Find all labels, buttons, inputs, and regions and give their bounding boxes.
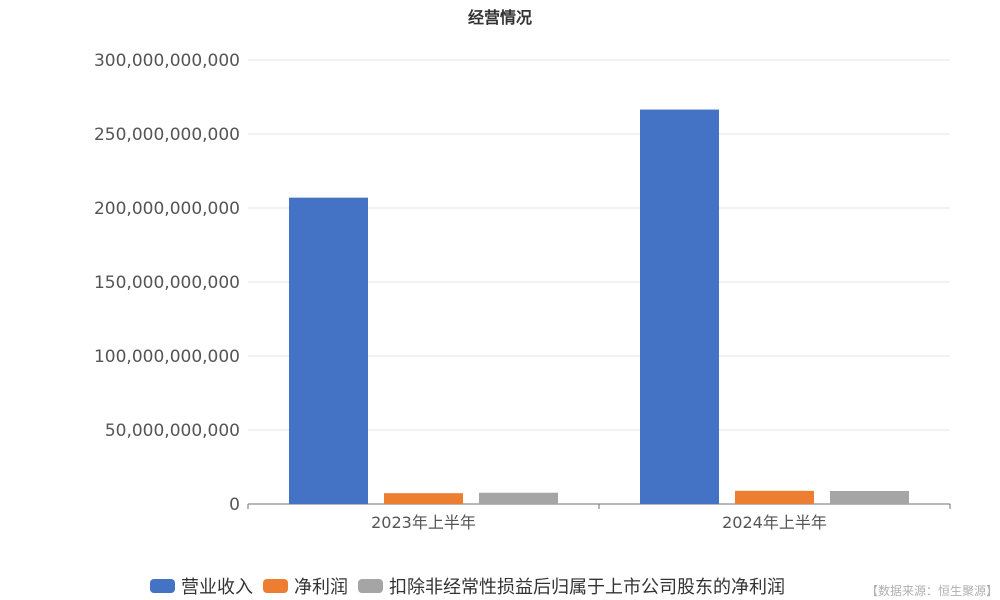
bar-2-1[interactable] bbox=[384, 493, 463, 504]
legend-label: 净利润 bbox=[294, 577, 348, 598]
y-tick-label: 0 bbox=[229, 495, 240, 515]
legend-label: 营业收入 bbox=[181, 577, 253, 598]
x-tick-label: 2024年上半年 bbox=[722, 513, 827, 532]
bar-2-2[interactable] bbox=[735, 490, 814, 504]
y-tick-label: 50,000,000,000 bbox=[105, 421, 240, 441]
legend-swatch bbox=[358, 579, 383, 593]
legend-label: 扣除非经常性损益后归属于上市公司股东的净利润 bbox=[389, 577, 785, 598]
legend-item-2[interactable]: 净利润 bbox=[263, 573, 348, 599]
bar-3-2[interactable] bbox=[830, 490, 909, 504]
bar-1-2[interactable] bbox=[640, 109, 719, 504]
y-tick-label: 100,000,000,000 bbox=[94, 347, 240, 367]
y-tick-label: 250,000,000,000 bbox=[94, 125, 240, 145]
x-tick-label: 2023年上半年 bbox=[371, 513, 476, 532]
y-tick-label: 300,000,000,000 bbox=[94, 51, 240, 71]
legend-item-1[interactable]: 营业收入 bbox=[150, 573, 253, 599]
legend-swatch bbox=[150, 579, 175, 593]
bar-1-1[interactable] bbox=[289, 197, 368, 504]
bar-3-1[interactable] bbox=[479, 492, 558, 504]
y-tick-label: 150,000,000,000 bbox=[94, 273, 240, 293]
chart-legend: 营业收入 净利润 扣除非经常性损益后归属于上市公司股东的净利润 bbox=[150, 572, 785, 600]
source-note: 【数据来源：恒生聚源】 bbox=[865, 584, 998, 598]
legend-item-3[interactable]: 扣除非经常性损益后归属于上市公司股东的净利润 bbox=[358, 573, 785, 599]
y-tick-label: 200,000,000,000 bbox=[94, 199, 240, 219]
chart-title: 经营情况 bbox=[467, 8, 532, 27]
legend-swatch bbox=[263, 579, 288, 593]
